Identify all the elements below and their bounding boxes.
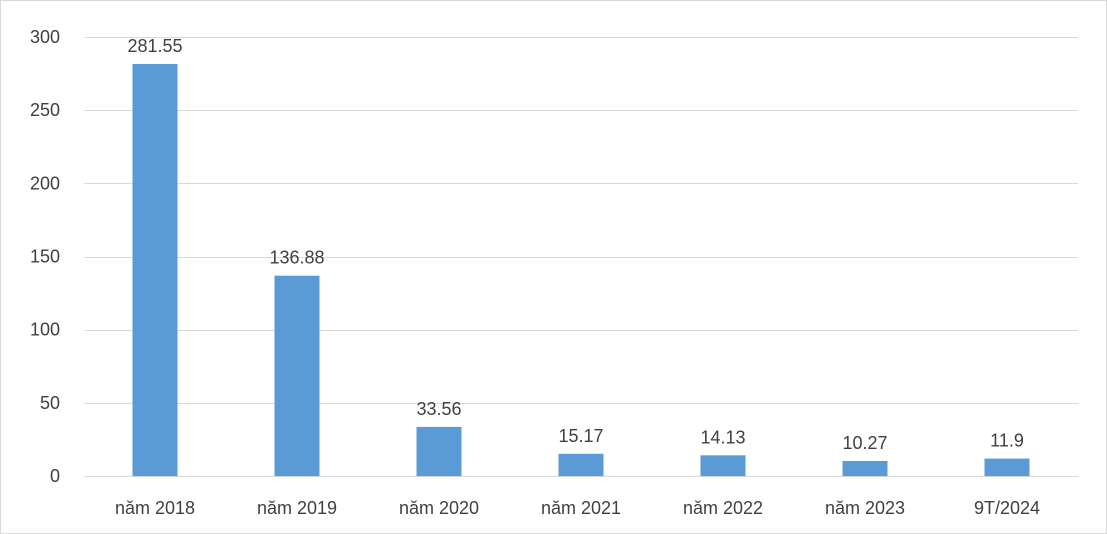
data-label: 10.27 xyxy=(842,433,887,453)
y-tick-label: 50 xyxy=(40,393,60,413)
gridlines xyxy=(84,37,1078,477)
data-label: 15.17 xyxy=(558,426,603,446)
data-label: 281.55 xyxy=(127,36,182,56)
y-tick-label: 250 xyxy=(30,100,60,120)
x-tick-label: năm 2023 xyxy=(825,498,905,518)
x-tick-label: năm 2019 xyxy=(257,498,337,518)
x-tick-label: 9T/2024 xyxy=(974,498,1040,518)
bar xyxy=(984,458,1030,476)
x-axis-tick-labels: năm 2018 năm 2019 năm 2020 năm 2021 năm 2022… xyxy=(115,498,1040,518)
bar xyxy=(132,63,178,476)
bar xyxy=(842,460,888,476)
bar xyxy=(274,275,320,476)
data-label: 14.13 xyxy=(700,427,745,447)
data-label: 11.9 xyxy=(990,431,1024,451)
y-tick-label: 300 xyxy=(30,27,60,47)
y-axis-tick-labels: 0 50 100 150 200 250 300 xyxy=(30,27,60,486)
data-label: 136.88 xyxy=(269,248,324,268)
x-tick-label: năm 2022 xyxy=(683,498,763,518)
bar xyxy=(700,455,746,476)
y-tick-label: 200 xyxy=(30,173,60,193)
y-tick-label: 0 xyxy=(50,466,60,486)
bar xyxy=(416,426,462,476)
y-tick-label: 150 xyxy=(30,247,60,267)
bar xyxy=(558,453,604,476)
bars xyxy=(132,63,1030,476)
x-tick-label: năm 2021 xyxy=(541,498,621,518)
y-tick-label: 100 xyxy=(30,320,60,340)
x-tick-label: năm 2018 xyxy=(115,498,195,518)
x-tick-label: năm 2020 xyxy=(399,498,479,518)
data-label: 33.56 xyxy=(416,399,461,419)
data-labels: 281.55 136.88 33.56 15.17 14.13 10.27 11.9 xyxy=(127,36,1023,453)
